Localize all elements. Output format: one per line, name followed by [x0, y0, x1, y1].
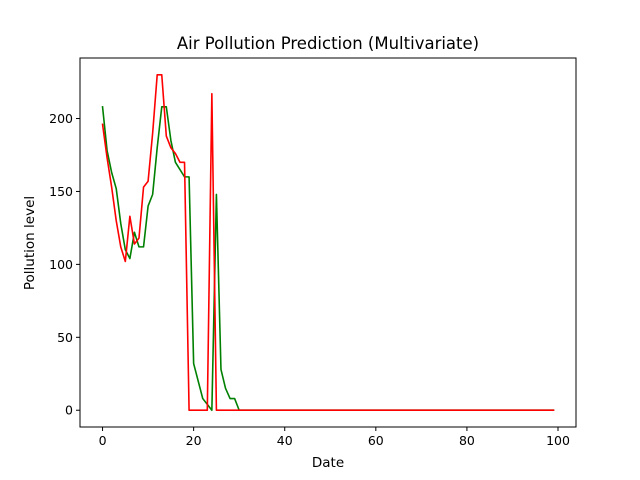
- chart-title: Air Pollution Prediction (Multivariate): [177, 34, 479, 53]
- y-tick-label: 150: [49, 184, 73, 199]
- axes-frame: [79, 57, 577, 428]
- x-tick-label: 40: [277, 433, 293, 448]
- x-tick-label: 0: [99, 433, 107, 448]
- x-tick-label: 20: [186, 433, 202, 448]
- y-tick-label: 200: [49, 111, 73, 126]
- y-tick-label: 0: [65, 403, 73, 418]
- y-tick-label: 100: [49, 257, 73, 272]
- x-tick-label: 80: [459, 433, 475, 448]
- y-tick-label: 50: [57, 330, 73, 345]
- x-axis-label: Date: [312, 455, 344, 471]
- series-line-2: [101, 73, 555, 412]
- y-axis-label: Pollution level: [22, 196, 38, 290]
- plot-frame: [79, 57, 577, 428]
- tick-layer: 0 20 40 60 80 100 0 50 100 150 200: [49, 111, 570, 448]
- x-tick-label: 60: [368, 433, 384, 448]
- x-tick-label: 100: [546, 433, 570, 448]
- series-layer: [101, 73, 555, 412]
